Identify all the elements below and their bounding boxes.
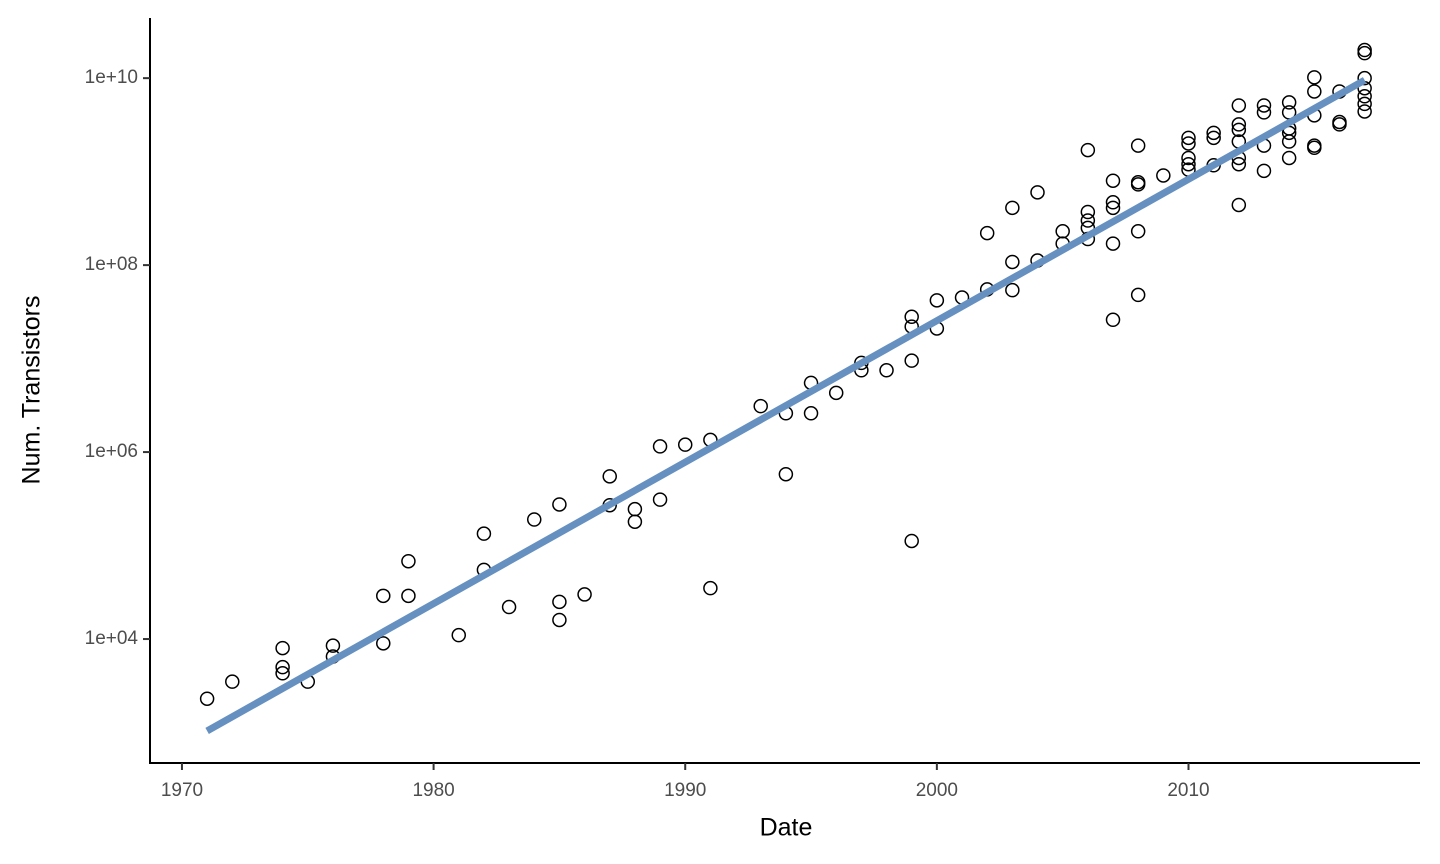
y-tick-label: 1e+08 (85, 254, 138, 275)
data-point (552, 612, 567, 628)
data-point (1231, 98, 1247, 113)
data-point (1357, 70, 1372, 86)
data-point (1281, 134, 1297, 149)
data-point (1105, 236, 1121, 251)
x-tick-label: 2010 (1167, 780, 1209, 801)
data-point (1231, 156, 1247, 172)
data-point (979, 225, 995, 241)
data-point (451, 627, 467, 643)
data-point (1256, 105, 1272, 120)
x-tick-label: 1980 (412, 780, 454, 801)
data-point (275, 659, 290, 675)
data-point (1030, 185, 1045, 200)
data-point (325, 638, 341, 653)
data-point (703, 580, 718, 596)
data-point (803, 406, 819, 421)
data-point (904, 533, 919, 549)
data-point (828, 385, 844, 401)
data-point (1231, 197, 1247, 213)
data-point (401, 588, 416, 604)
data-point (1181, 136, 1196, 151)
data-point (1105, 195, 1121, 210)
data-point (1307, 70, 1322, 85)
data-point (476, 526, 492, 541)
x-tick-label: 1990 (664, 780, 706, 801)
data-point (1005, 200, 1020, 216)
data-point (1130, 138, 1146, 153)
data-point (1130, 177, 1146, 192)
data-point (1256, 98, 1272, 113)
data-point (552, 594, 567, 610)
data-point (1005, 254, 1020, 270)
data-point (1181, 156, 1196, 172)
fit-line (205, 77, 1367, 734)
data-point (1080, 204, 1096, 220)
data-point (1206, 125, 1221, 141)
data-point (401, 553, 416, 569)
data-point (1231, 117, 1247, 132)
data-point (376, 636, 391, 651)
data-point (1307, 140, 1322, 156)
data-point (1357, 104, 1372, 119)
y-tick-label: 1e+04 (85, 628, 139, 649)
data-point (501, 599, 517, 615)
data-point (1332, 117, 1347, 132)
data-point (602, 469, 617, 484)
data-point (1307, 84, 1322, 99)
data-point (1357, 45, 1372, 61)
data-point (552, 497, 567, 512)
data-point (1181, 130, 1196, 146)
data-point (904, 309, 919, 325)
data-point (1105, 200, 1121, 216)
data-point (1181, 150, 1196, 166)
data-point (778, 466, 794, 482)
data-point (627, 501, 643, 517)
x-tick-label: 1970 (161, 780, 203, 801)
y-tick-label: 1e+06 (85, 441, 138, 462)
data-point (199, 691, 215, 706)
data-point (1080, 142, 1096, 158)
data-point (1105, 312, 1121, 328)
data-point (1130, 287, 1146, 303)
data-point (652, 492, 668, 507)
data-point (1005, 282, 1020, 298)
data-point (526, 512, 542, 527)
data-point (879, 363, 894, 378)
data-point (275, 666, 290, 681)
y-axis-title: Num. Transistors (18, 296, 46, 485)
data-point (577, 587, 592, 602)
data-point (1357, 96, 1372, 112)
data-point (627, 514, 643, 529)
data-point (1055, 224, 1070, 239)
data-point (904, 353, 919, 368)
data-point (376, 588, 391, 604)
data-point (929, 293, 945, 308)
data-point (677, 437, 693, 452)
data-point (1105, 173, 1121, 188)
data-point (225, 674, 240, 689)
data-point (1130, 224, 1146, 239)
data-point (1156, 168, 1171, 183)
data-point (1357, 42, 1372, 58)
data-point (1357, 89, 1372, 104)
data-point (1281, 150, 1297, 166)
data-point (1206, 130, 1221, 146)
data-point (1080, 213, 1096, 228)
data-point (1256, 163, 1272, 179)
data-point (1281, 95, 1297, 110)
data-point (1231, 122, 1247, 138)
data-point (275, 640, 290, 656)
x-tick-label: 2000 (916, 780, 958, 801)
data-point (652, 439, 668, 454)
data-point (753, 398, 768, 414)
x-axis-title: Date (760, 814, 813, 842)
y-tick-label: 1e+10 (85, 67, 138, 88)
